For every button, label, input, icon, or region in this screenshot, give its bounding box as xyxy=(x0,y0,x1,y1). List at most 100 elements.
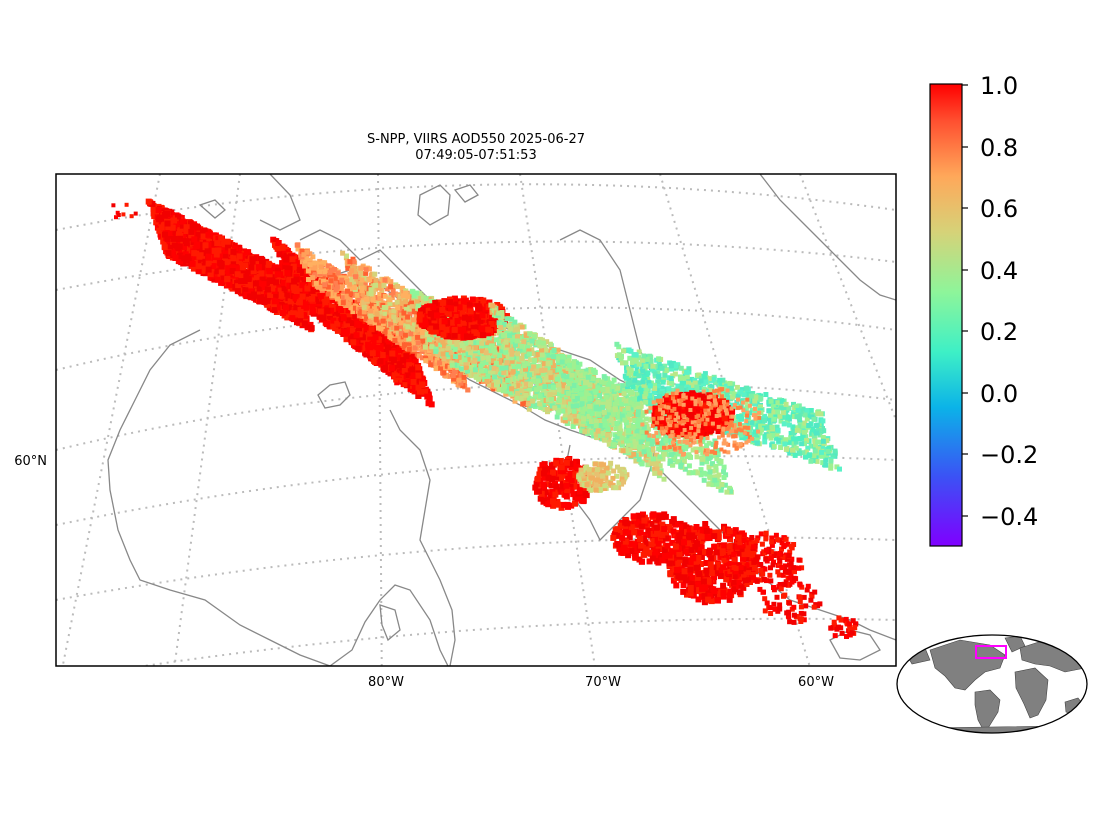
aod-pixel xyxy=(156,216,163,223)
aod-pixel xyxy=(253,273,260,280)
aod-pixel xyxy=(380,321,386,327)
aod-pixel xyxy=(419,355,425,361)
aod-pixel xyxy=(220,274,227,280)
aod-pixel xyxy=(334,284,340,290)
aod-pixel xyxy=(361,300,367,306)
aod-pixel xyxy=(259,262,266,268)
aod-pixel xyxy=(501,370,507,376)
aod-pixel xyxy=(214,268,221,275)
aod-pixel xyxy=(177,235,184,242)
aod-pixel xyxy=(391,314,397,320)
aod-pixel xyxy=(269,285,276,292)
aod-pixel xyxy=(388,284,394,290)
aod-pixel xyxy=(292,314,299,321)
aod-pixel xyxy=(409,336,415,342)
aod-pixel xyxy=(293,276,300,283)
aod-pixel xyxy=(273,279,280,286)
aod-pixel xyxy=(286,282,293,289)
aod-pixel xyxy=(347,271,353,277)
aod-pixel xyxy=(366,266,372,272)
aod-pixel xyxy=(207,271,214,278)
aod-pixel xyxy=(294,291,301,298)
aod-pixel xyxy=(340,300,346,306)
aod-pixel xyxy=(165,250,172,257)
aod-pixel xyxy=(407,311,413,317)
aod-pixel xyxy=(322,295,329,302)
aod-pixel xyxy=(276,251,283,258)
aod-pixel xyxy=(301,301,308,308)
aod-pixel xyxy=(382,364,389,371)
aod-pixel xyxy=(380,318,386,324)
aod-pixel xyxy=(376,321,382,326)
aod-pixel xyxy=(348,291,354,297)
aod-pixel xyxy=(331,272,337,278)
aod-pixel xyxy=(343,275,349,281)
aod-pixel xyxy=(417,291,423,297)
aod-pixel xyxy=(528,403,534,409)
aod-pixel xyxy=(487,360,493,366)
aod-pixel xyxy=(247,287,254,294)
aod-pixel xyxy=(336,293,342,299)
parallel-line xyxy=(56,455,896,526)
aod-pixel xyxy=(290,310,297,317)
aod-pixel xyxy=(377,358,384,365)
aod-pixel xyxy=(359,318,365,324)
aod-pixel xyxy=(414,379,421,386)
aod-pixel xyxy=(542,403,547,409)
aod-pixel xyxy=(225,264,232,271)
aod-pixel xyxy=(314,283,320,289)
aod-pixel xyxy=(347,335,354,342)
aod-pixel xyxy=(243,249,250,256)
aod-pixel xyxy=(533,402,539,408)
aod-pixel xyxy=(214,240,221,247)
aod-pixel xyxy=(430,362,436,368)
aod-pixel xyxy=(296,299,303,306)
aod-pixel xyxy=(323,320,330,327)
aod-pixel xyxy=(296,267,303,273)
aod-pixel xyxy=(162,227,169,234)
aod-pixel xyxy=(462,351,468,357)
aod-pixel xyxy=(188,222,195,229)
aod-pixel xyxy=(423,339,429,345)
aod-pixel xyxy=(408,331,414,337)
aod-pixel xyxy=(297,312,304,319)
aod-pixel xyxy=(374,351,381,357)
aod-pixel xyxy=(382,293,388,299)
aod-pixel xyxy=(179,218,186,225)
aod-pixel xyxy=(345,279,351,284)
aod-pixel xyxy=(377,296,383,301)
aod-pixel xyxy=(245,270,251,276)
aod-pixel xyxy=(275,240,282,246)
aod-pixel xyxy=(215,276,222,283)
aod-pixel xyxy=(406,346,412,352)
coastline-ungava xyxy=(389,409,456,666)
aod-pixel xyxy=(230,248,237,255)
aod-pixel xyxy=(405,357,412,364)
aod-pixel xyxy=(164,220,171,227)
aod-pixel xyxy=(326,263,331,269)
aod-pixel xyxy=(201,227,208,234)
aod-pixel xyxy=(493,368,498,374)
aod-pixel xyxy=(256,285,263,292)
aod-pixel xyxy=(451,376,457,382)
aod-pixel xyxy=(274,271,281,278)
aod-pixel xyxy=(320,261,326,266)
aod-pixel xyxy=(304,304,310,311)
aod-pixel xyxy=(403,305,409,311)
aod-pixel xyxy=(370,317,376,323)
coastline-greenland-east xyxy=(759,174,896,301)
aod-pixel xyxy=(218,260,225,267)
aod-pixel xyxy=(406,362,413,369)
aod-pixel xyxy=(463,365,469,371)
aod-pixel xyxy=(406,342,412,348)
aod-pixel xyxy=(447,373,453,379)
aod-pixel xyxy=(426,358,432,364)
aod-pixel xyxy=(297,307,304,313)
aod-pixel xyxy=(325,291,331,297)
aod-pixel xyxy=(347,259,353,265)
aod-pixel xyxy=(434,357,440,363)
aod-pixel xyxy=(512,398,518,404)
aod-pixel xyxy=(299,270,306,276)
aod-pixel xyxy=(456,377,462,383)
aod-pixel xyxy=(402,299,408,305)
